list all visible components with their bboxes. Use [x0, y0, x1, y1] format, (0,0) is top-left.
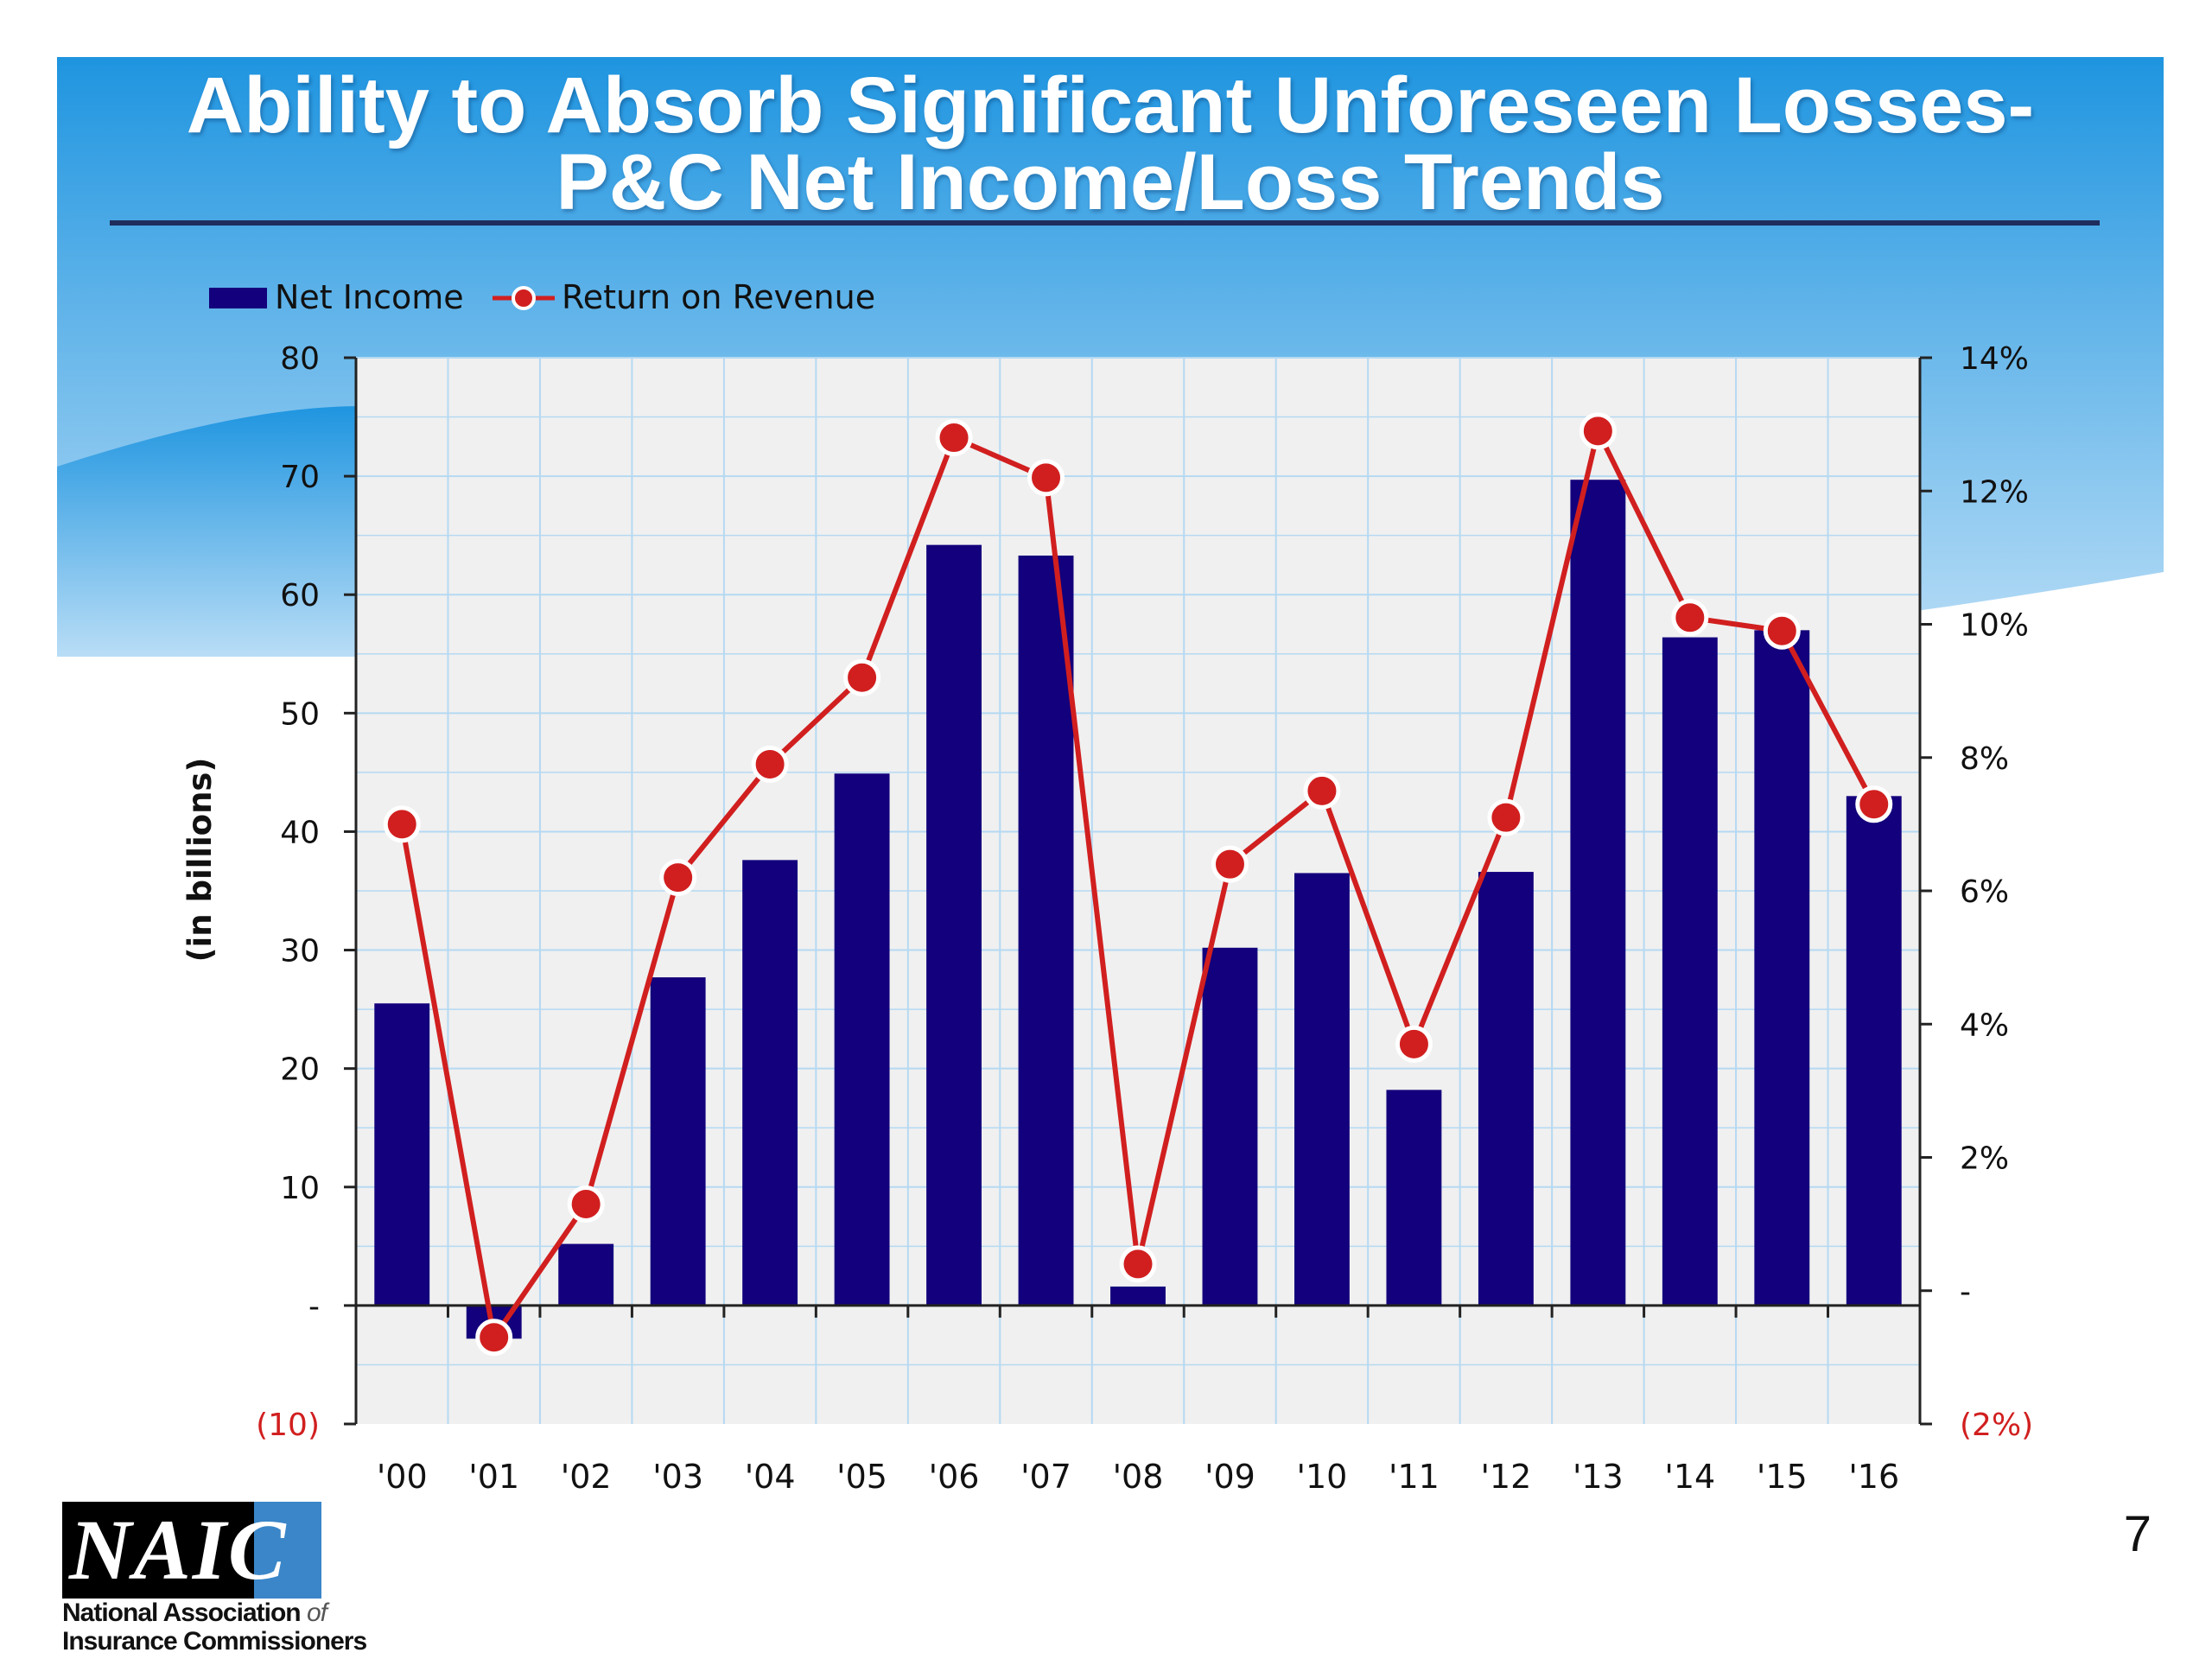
x-tick-label: '10 [1297, 1458, 1348, 1496]
right-tick-label: 14% [1960, 341, 2029, 377]
bar-11 [1386, 1090, 1442, 1306]
point-13 [1579, 412, 1617, 450]
left-tick-label: (10) [256, 1408, 320, 1443]
point-06 [935, 419, 973, 457]
point-02 [567, 1185, 605, 1223]
point-00 [383, 805, 421, 843]
axes [344, 356, 1932, 1426]
x-tick-label: '12 [1480, 1458, 1531, 1496]
right-tick-label: 2% [1960, 1141, 2009, 1177]
bar-09 [1202, 947, 1258, 1306]
point-01 [475, 1319, 513, 1357]
bar-06 [926, 544, 982, 1306]
point-09 [1211, 845, 1249, 883]
naic-logo: NAIC National Association of Insurance C… [62, 1502, 367, 1656]
point-04 [751, 745, 789, 783]
point-12 [1487, 798, 1525, 836]
left-tick-label: 30 [280, 934, 320, 969]
bar-05 [834, 773, 890, 1306]
x-tick-label: '14 [1664, 1458, 1715, 1496]
left-tick-label: 20 [280, 1052, 320, 1088]
title-divider [110, 220, 2100, 226]
naic-name-line-1: National Association of [62, 1599, 327, 1627]
bar-12 [1478, 872, 1534, 1306]
x-tick-label: '15 [1757, 1458, 1808, 1496]
bar-13 [1570, 480, 1626, 1306]
x-tick-label: '16 [1848, 1458, 1899, 1496]
naic-logo-mark: NAIC [62, 1502, 321, 1599]
legend-marker-return-on-revenue [512, 286, 536, 310]
bar-16 [1846, 796, 1902, 1306]
x-tick-label: '05 [836, 1458, 887, 1496]
right-tick-label: 10% [1960, 608, 2029, 644]
bars-net-income [374, 480, 1902, 1339]
x-tick-label: '03 [652, 1458, 703, 1496]
point-08 [1119, 1245, 1157, 1283]
grid-lines [356, 357, 1920, 1424]
line-return-on-revenue [383, 412, 1893, 1357]
naic-wordmark: NAIC [69, 1502, 288, 1598]
bar-02 [558, 1243, 614, 1306]
left-tick-label: - [308, 1289, 320, 1325]
x-axis-labels: '00 '01 '02 '03 '04 '05 '06 '07 '08 '09 '10 '11 '12 '… [377, 1458, 1899, 1496]
slide-title-line-2: P&C Net Income/Loss Trends [556, 138, 1665, 226]
page-number: 7 [2123, 1506, 2152, 1562]
chart-legend: Net Income Return on Revenue [209, 278, 875, 316]
right-tick-label: - [1960, 1274, 1971, 1310]
point-07 [1027, 459, 1065, 497]
x-tick-label: '08 [1113, 1458, 1164, 1496]
right-tick-label: 6% [1960, 874, 2009, 910]
legend-swatch-net-income [209, 288, 267, 308]
right-tick-label: (2%) [1960, 1408, 2033, 1443]
left-tick-label: 80 [280, 341, 320, 377]
y-axis-title: (in billions) [181, 758, 219, 963]
left-tick-label: 40 [280, 815, 320, 850]
naic-name-line-2: Insurance Commissioners [62, 1627, 367, 1656]
x-tick-label: '02 [561, 1458, 612, 1496]
point-03 [659, 859, 697, 897]
bar-14 [1662, 637, 1718, 1306]
right-tick-label: 12% [1960, 474, 2029, 510]
x-tick-label: '00 [377, 1458, 428, 1496]
right-tick-label: 8% [1960, 741, 2009, 777]
left-tick-label: 60 [280, 578, 320, 613]
point-05 [843, 658, 881, 696]
point-11 [1395, 1025, 1433, 1063]
right-axis-labels: 14% 12% 10% 8% 6% 4% 2% - (2%) [1960, 341, 2033, 1443]
x-tick-label: '01 [468, 1458, 519, 1496]
bar-03 [650, 977, 706, 1306]
bar-07 [1018, 555, 1074, 1306]
bar-08 [1110, 1286, 1166, 1306]
legend-label-return-on-revenue: Return on Revenue [562, 278, 875, 316]
left-tick-label: 70 [280, 460, 320, 495]
slide-title-line-1: Ability to Absorb Significant Unforeseen… [186, 61, 2035, 149]
left-tick-label: 10 [280, 1171, 320, 1206]
bar-15 [1754, 630, 1810, 1306]
x-tick-label: '04 [745, 1458, 796, 1496]
point-16 [1855, 785, 1893, 823]
left-tick-label: 50 [280, 696, 320, 732]
bar-00 [374, 1003, 430, 1306]
x-tick-label: '07 [1020, 1458, 1071, 1496]
bar-04 [742, 860, 798, 1306]
legend-label-net-income: Net Income [275, 278, 464, 316]
bar-10 [1294, 873, 1350, 1306]
banner-wave [57, 406, 363, 657]
point-10 [1303, 772, 1341, 810]
point-14 [1671, 599, 1709, 637]
x-tick-label: '06 [929, 1458, 980, 1496]
x-tick-label: '11 [1389, 1458, 1440, 1496]
left-axis-labels: 80 70 60 50 40 30 20 10 - (10) [256, 341, 320, 1443]
x-tick-label: '13 [1573, 1458, 1624, 1496]
right-tick-label: 4% [1960, 1007, 2009, 1043]
x-tick-label: '09 [1205, 1458, 1255, 1496]
point-15 [1763, 612, 1801, 650]
